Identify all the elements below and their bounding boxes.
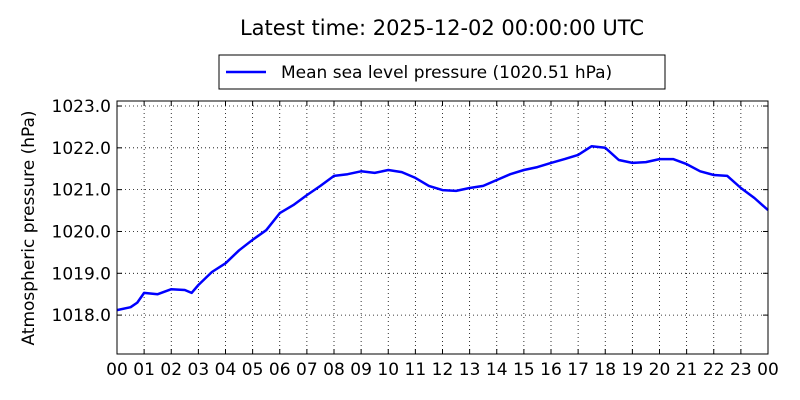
- legend-box: [218, 54, 666, 90]
- x-tick-label: 07: [296, 360, 318, 380]
- x-tick-label: 21: [676, 360, 698, 380]
- x-tick-label: 10: [377, 360, 399, 380]
- x-tick-label: 00: [106, 360, 128, 380]
- x-tick-label: 11: [405, 360, 427, 380]
- x-tick-label: 13: [459, 360, 481, 380]
- x-tick-label: 08: [323, 360, 345, 380]
- y-tick-label: 1021.0: [52, 181, 111, 201]
- chart-title: Latest time: 2025-12-02 00:00:00 UTC: [240, 16, 644, 40]
- x-tick-label: 20: [649, 360, 671, 380]
- y-axis-label: Atmospheric pressure (hPa): [19, 110, 39, 345]
- x-tick-label: 06: [269, 360, 291, 380]
- x-tick-label: 04: [215, 360, 237, 380]
- y-tick-label: 1020.0: [52, 222, 111, 242]
- x-tick-label: 01: [133, 360, 155, 380]
- y-tick-label: 1018.0: [52, 306, 111, 326]
- x-tick-label: 17: [567, 360, 589, 380]
- x-tick-label: 16: [540, 360, 562, 380]
- x-tick-label: 18: [594, 360, 616, 380]
- x-tick-label: 02: [160, 360, 182, 380]
- legend-label: Mean sea level pressure (1020.51 hPa): [281, 63, 612, 83]
- x-tick-label: 14: [486, 360, 508, 380]
- y-tick-label: 1022.0: [52, 139, 111, 159]
- x-tick-label: 05: [242, 360, 264, 380]
- y-tick-label: 1023.0: [52, 97, 111, 117]
- x-tick-label: 19: [622, 360, 644, 380]
- x-tick-label: 12: [432, 360, 454, 380]
- plot-frame: [116, 100, 769, 355]
- y-tick-label: 1019.0: [52, 264, 111, 284]
- x-tick-label: 09: [350, 360, 372, 380]
- data-line: [116, 144, 769, 312]
- x-tick-label: 00: [757, 360, 779, 380]
- x-tick-label: 23: [730, 360, 752, 380]
- x-tick-label: 15: [513, 360, 535, 380]
- x-tick-label: 22: [703, 360, 725, 380]
- x-tick-label: 03: [188, 360, 210, 380]
